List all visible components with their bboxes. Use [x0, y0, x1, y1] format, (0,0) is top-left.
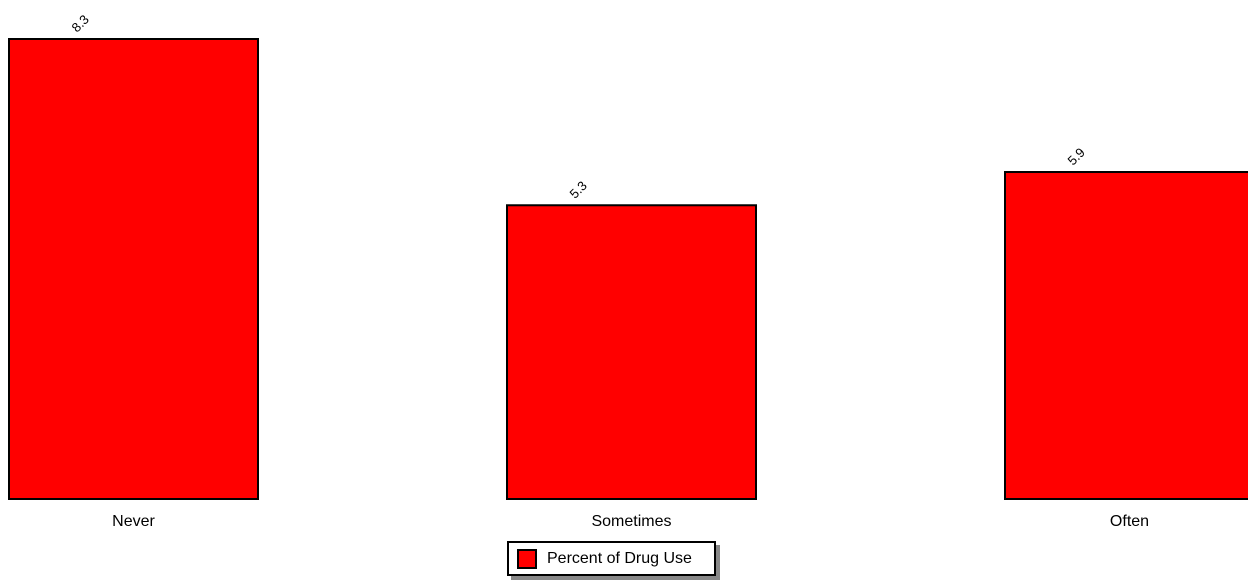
bar-never: [8, 38, 259, 500]
category-label-often: Often: [1110, 513, 1149, 530]
category-label-sometimes: Sometimes: [591, 513, 671, 530]
data-label-often: 5.9: [1065, 145, 1088, 168]
bar-sometimes: [506, 204, 757, 501]
legend-swatch: [517, 548, 537, 569]
bars-group: [8, 38, 1248, 501]
bar-often: [1004, 171, 1248, 500]
data-label-sometimes: 5.3: [567, 178, 590, 201]
legend-label: Percent of Drug Use: [547, 549, 692, 567]
legend: Percent of Drug Use: [507, 541, 716, 576]
data-label-never: 8.3: [69, 12, 92, 35]
category-label-never: Never: [112, 513, 155, 530]
category-labels-group: Never Sometimes Often: [112, 513, 1149, 530]
